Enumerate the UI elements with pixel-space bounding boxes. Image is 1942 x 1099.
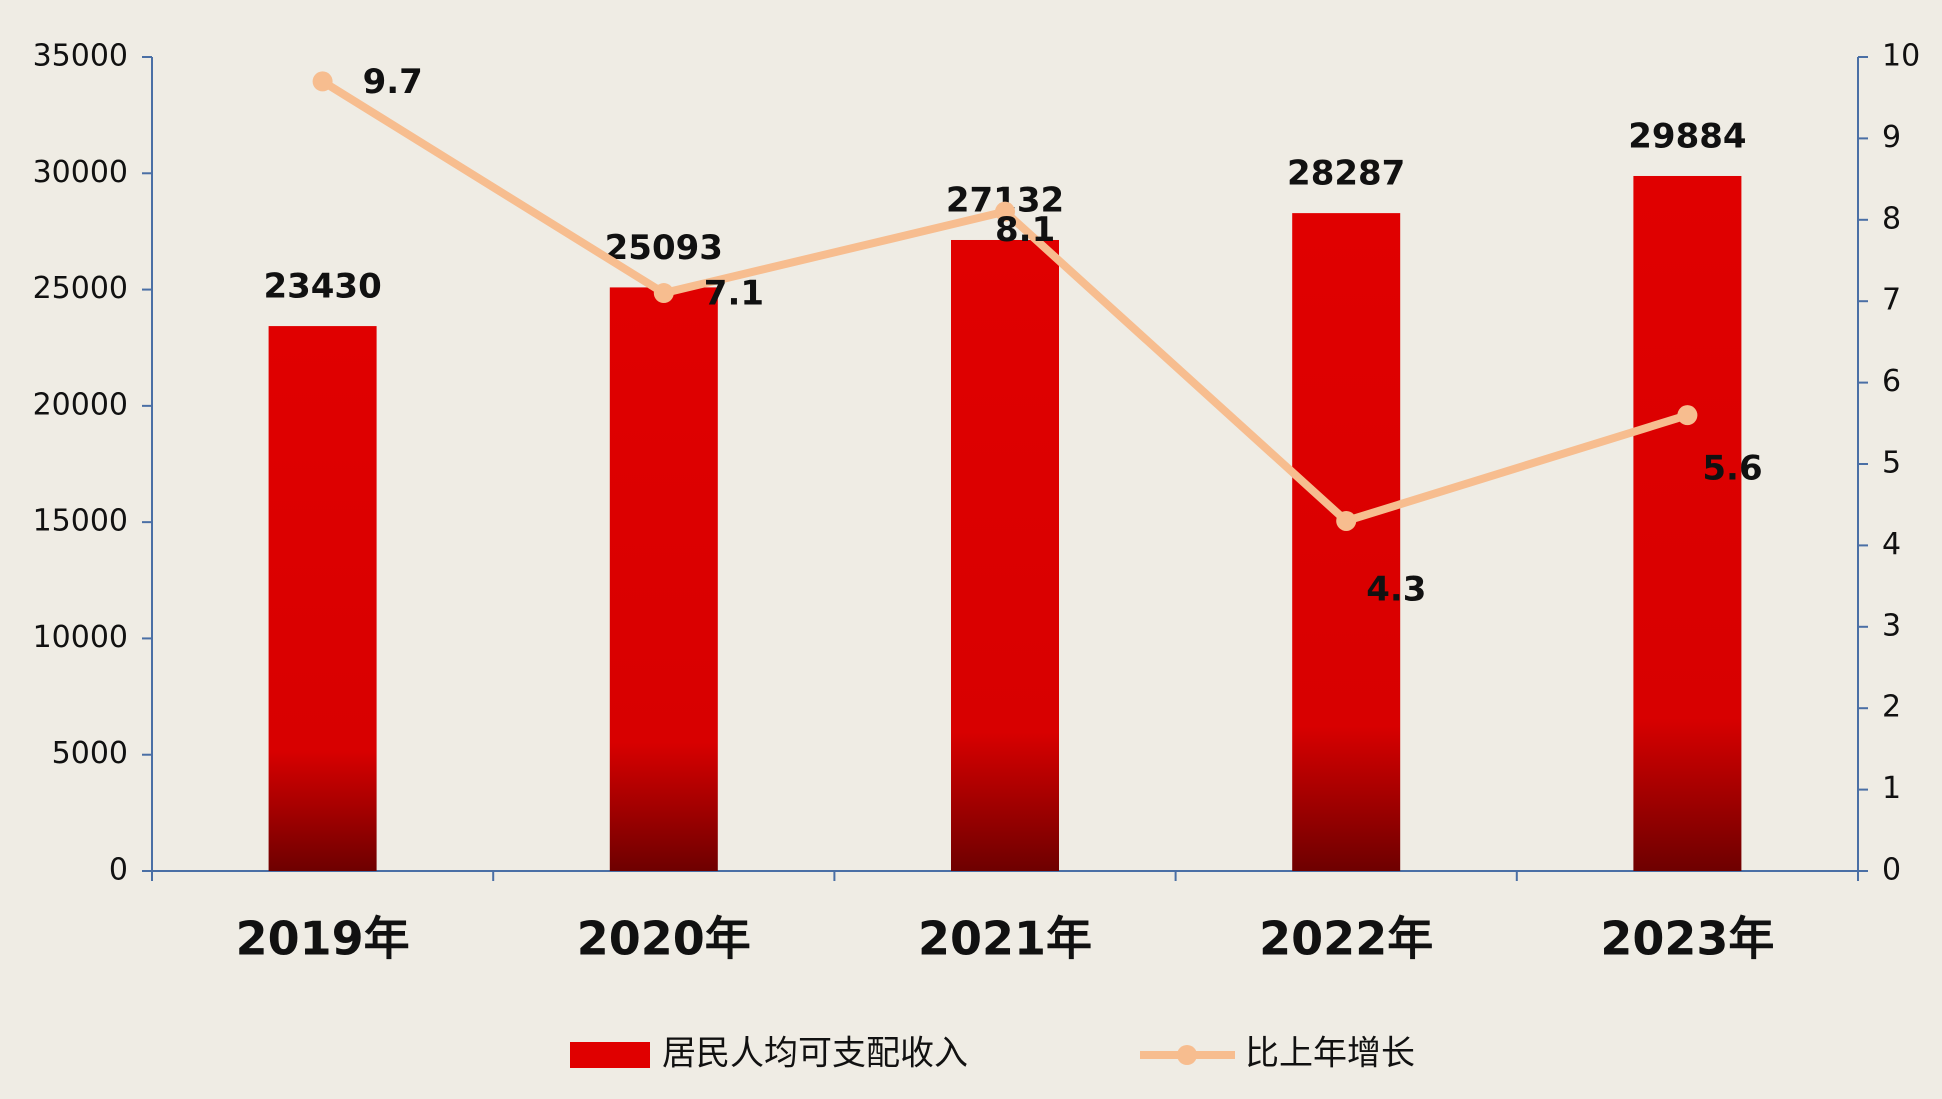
y2-tick-label: 2: [1882, 690, 1901, 725]
line-marker: [653, 283, 674, 304]
y-tick-label: 0: [109, 853, 128, 888]
line-value-label: 7.1: [704, 274, 764, 314]
line-value-label: 8.1: [995, 210, 1055, 250]
y2-tick-label: 9: [1882, 120, 1901, 155]
y-tick-label: 20000: [33, 387, 128, 422]
line-marker: [1336, 510, 1357, 531]
y2-tick-label: 5: [1882, 446, 1901, 481]
y2-tick-label: 3: [1882, 608, 1901, 643]
bar: [951, 239, 1059, 872]
x-tick-label: 2020年: [577, 912, 751, 966]
y-tick-label: 5000: [52, 736, 128, 771]
y2-tick-label: 7: [1882, 283, 1901, 318]
legend-marker: [1177, 1045, 1197, 1065]
line-value-label: 5.6: [1702, 449, 1762, 489]
bar-value-label: 29884: [1628, 116, 1746, 156]
bar: [609, 287, 718, 871]
bar: [1292, 213, 1401, 872]
bar-value-label: 25093: [605, 228, 723, 268]
line-value-label: 4.3: [1366, 569, 1426, 609]
line-marker: [1677, 405, 1698, 426]
y-tick-label: 30000: [33, 155, 128, 190]
line-marker: [312, 71, 333, 92]
x-tick-label: 2023年: [1600, 912, 1774, 966]
bar: [268, 326, 377, 871]
y2-tick-label: 10: [1882, 39, 1920, 74]
y-tick-label: 10000: [33, 620, 128, 655]
bar: [1633, 175, 1742, 872]
y2-tick-label: 1: [1882, 771, 1901, 806]
y-tick-label: 15000: [33, 504, 128, 539]
line-marker: [995, 201, 1015, 222]
y-tick-label: 35000: [33, 39, 128, 74]
y2-tick-label: 8: [1882, 201, 1901, 236]
y2-tick-label: 6: [1882, 364, 1901, 399]
bar-value-label: 23430: [263, 267, 381, 307]
x-tick-label: 2019年: [236, 912, 410, 966]
y2-tick-label: 0: [1882, 853, 1901, 888]
x-tick-label: 2021年: [918, 912, 1092, 966]
line-value-label: 9.7: [363, 62, 423, 102]
x-tick-label: 2022年: [1259, 912, 1433, 966]
y2-tick-label: 4: [1882, 527, 1901, 562]
y-tick-label: 25000: [33, 271, 128, 306]
bar-value-label: 28287: [1287, 154, 1405, 194]
legend-swatch: [570, 1042, 650, 1068]
legend-label: 居民人均可支配收入: [662, 1034, 968, 1074]
legend-label: 比上年增长: [1245, 1034, 1415, 1074]
